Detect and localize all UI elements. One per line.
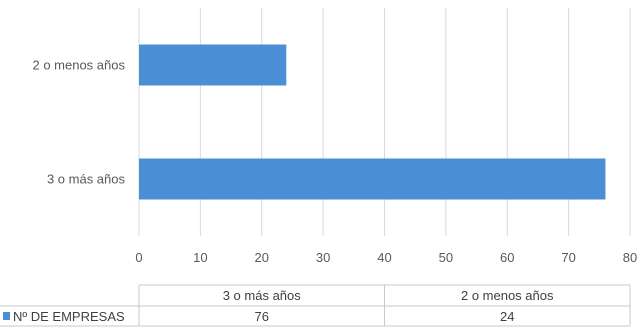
x-tick-label-60: 60 [500,250,514,265]
x-tick-label-70: 70 [561,250,575,265]
x-tick-label-40: 40 [377,250,391,265]
data-table: 3 o más años 2 o menos años Nº DE EMPRESAS… [0,284,631,327]
bar-1 [139,44,287,86]
bars [139,44,606,200]
x-tick-label-20: 20 [255,250,269,265]
x-tick-label-80: 80 [623,250,637,265]
x-tick-label-0: 0 [135,250,142,265]
x-tick-label-50: 50 [439,250,453,265]
table-cell-value-1: 76 [255,309,269,324]
table-column-header-1: 3 o más años [223,288,302,303]
table-row-label: Nº DE EMPRESAS [13,309,125,324]
table-cell-value-2: 24 [500,309,514,324]
legend-key [3,312,10,320]
category-label-2: 3 o más años [47,172,126,187]
x-tick-label-10: 10 [193,250,207,265]
table-column-header-2: 2 o menos años [461,288,554,303]
category-labels: 2 o menos años 3 o más años [32,58,125,187]
x-axis-ticks: 0 10 20 30 40 50 60 70 80 [135,250,637,265]
category-label-1: 2 o menos años [32,58,125,73]
bar-2 [139,158,606,200]
grid-lines [138,8,631,236]
x-tick-label-30: 30 [316,250,330,265]
